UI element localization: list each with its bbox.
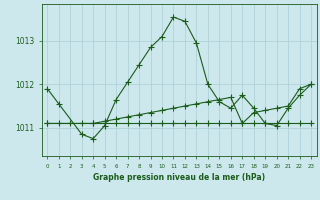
X-axis label: Graphe pression niveau de la mer (hPa): Graphe pression niveau de la mer (hPa) xyxy=(93,173,265,182)
